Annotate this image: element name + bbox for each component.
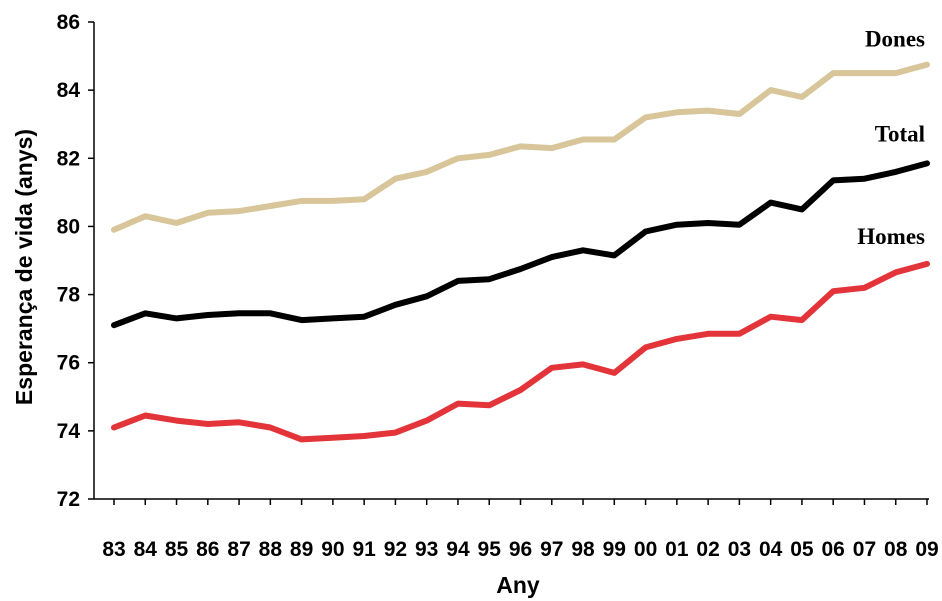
y-tick-label: 86 bbox=[57, 11, 80, 34]
x-tick-label: 90 bbox=[321, 538, 344, 561]
x-tick-label: 83 bbox=[102, 538, 125, 561]
x-axis-ticks: 83 84 85 86 87 88 89 90 91 92 93 94 95 96 97 98 99 00 01 02… bbox=[102, 499, 939, 561]
x-tick-label: 09 bbox=[915, 538, 938, 561]
x-tick-label: 08 bbox=[884, 538, 908, 561]
series-line-dones bbox=[111, 61, 930, 233]
series-lines bbox=[111, 61, 930, 443]
x-tick-label: 84 bbox=[134, 538, 158, 561]
axes bbox=[93, 22, 929, 500]
x-tick-label: 93 bbox=[415, 538, 438, 561]
x-tick-label: 98 bbox=[571, 538, 595, 561]
x-tick-label: 00 bbox=[634, 538, 657, 561]
x-tick-label: 01 bbox=[665, 538, 689, 561]
y-axis-title: Esperança de vida (anys) bbox=[11, 129, 37, 405]
y-tick-label: 72 bbox=[57, 488, 80, 511]
x-tick-label: 94 bbox=[446, 538, 470, 561]
x-tick-label: 06 bbox=[822, 538, 845, 561]
x-tick-label: 02 bbox=[696, 538, 719, 561]
series-line-total bbox=[111, 160, 930, 329]
x-tick-label: 92 bbox=[384, 538, 407, 561]
y-axis-ticks: 72 74 76 78 80 82 84 86 bbox=[57, 11, 94, 511]
x-tick-label: 04 bbox=[759, 538, 783, 561]
y-tick-label: 78 bbox=[57, 284, 81, 307]
y-tick-label: 82 bbox=[57, 147, 80, 170]
y-tick-label: 84 bbox=[57, 79, 81, 102]
x-tick-label: 86 bbox=[196, 538, 219, 561]
series-label-total: Total bbox=[875, 121, 925, 146]
x-tick-label: 03 bbox=[728, 538, 751, 561]
series-labels: Dones Total Homes bbox=[857, 27, 925, 249]
x-tick-label: 85 bbox=[165, 538, 189, 561]
x-tick-label: 95 bbox=[478, 538, 502, 561]
series-label-dones: Dones bbox=[865, 27, 925, 52]
x-tick-label: 91 bbox=[352, 538, 376, 561]
y-tick-label: 76 bbox=[57, 352, 80, 375]
x-tick-label: 07 bbox=[853, 538, 876, 561]
series-line-homes bbox=[111, 260, 930, 443]
series-label-homes: Homes bbox=[857, 224, 925, 249]
x-tick-label: 89 bbox=[290, 538, 313, 561]
y-tick-label: 80 bbox=[57, 215, 80, 238]
x-tick-label: 99 bbox=[603, 538, 626, 561]
x-tick-label: 05 bbox=[790, 538, 814, 561]
x-tick-label: 97 bbox=[540, 538, 563, 561]
x-tick-label: 87 bbox=[227, 538, 250, 561]
y-tick-label: 74 bbox=[57, 420, 81, 443]
x-tick-label: 96 bbox=[509, 538, 532, 561]
x-axis-title: Any bbox=[496, 572, 540, 598]
x-tick-label: 88 bbox=[259, 538, 283, 561]
